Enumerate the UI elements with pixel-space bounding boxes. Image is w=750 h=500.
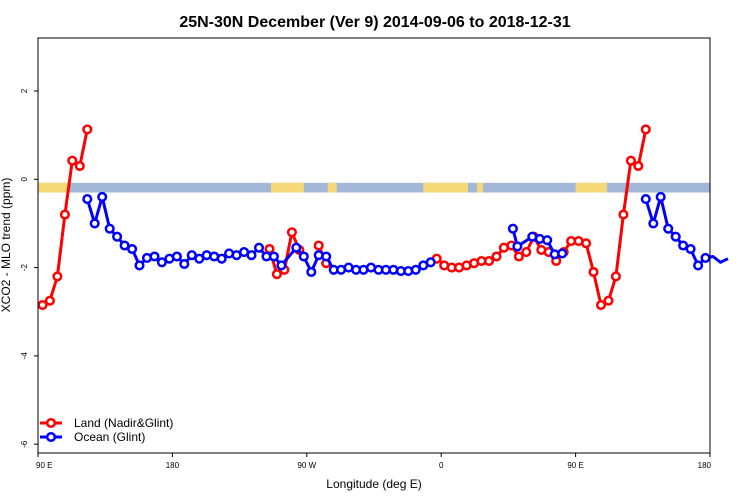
x-tick-label-3: 0 (439, 461, 444, 470)
x-tick-label-4: 90 E (567, 461, 583, 470)
data-point-1-0-27 (291, 242, 302, 253)
data-point-1-0-3 (104, 223, 115, 234)
data-point-1-0-28 (298, 251, 309, 262)
data-point-1-0-9 (149, 251, 160, 262)
legend-land-label: Land (Nadir&Glint) (74, 416, 173, 430)
legend-land-marker (45, 417, 57, 429)
data-point-0-3-25 (618, 209, 629, 220)
data-point-0-0-1 (44, 295, 55, 306)
data-point-1-0-22 (246, 250, 257, 261)
data-point-1-0-23 (253, 242, 265, 253)
series-land (37, 124, 651, 311)
data-point-0-2-0 (313, 240, 324, 251)
y-tick-label-2: -2 (20, 263, 29, 271)
data-point-0-3-26 (625, 155, 636, 166)
data-point-1-2-7 (693, 260, 704, 271)
data-point-0-3-8 (491, 251, 502, 262)
legend-ocean-marker (45, 431, 57, 443)
y-axis-title: XCO2 - MLO trend (ppm) (0, 178, 13, 313)
data-point-1-2-4 (670, 231, 681, 242)
data-point-1-0-2 (97, 191, 108, 202)
data-point-0-3-7 (483, 255, 495, 267)
data-point-0-3-22 (595, 300, 607, 311)
data-point-1-0-1 (89, 218, 100, 229)
land-band-1 (270, 182, 304, 193)
data-point-1-0-10 (156, 257, 167, 268)
data-point-1-0-25 (268, 251, 279, 262)
data-point-0-0-6 (82, 124, 93, 135)
data-point-1-0-29 (306, 266, 317, 278)
legend-entry-ocean: Ocean (Glint) (40, 430, 145, 444)
y-axis: -6 -4 -2 0 2 (20, 88, 38, 448)
data-point-0-1-3 (286, 227, 297, 238)
y-tick-label-3: 0 (20, 177, 29, 182)
data-point-1-0-26 (276, 260, 287, 271)
data-point-1-2-8 (700, 252, 711, 263)
data-point-1-0-4 (112, 231, 123, 242)
y-tick-label-4: 2 (20, 88, 29, 93)
data-point-0-0-4 (67, 155, 78, 166)
legend-ocean-label: Ocean (Glint) (74, 430, 145, 444)
data-point-0-1-1 (271, 269, 282, 280)
data-point-1-0-31 (321, 251, 332, 262)
data-point-1-0-43 (410, 264, 421, 275)
data-point-1-0-0 (82, 194, 93, 205)
data-point-0-3-12 (521, 247, 532, 258)
y-tick-label-0: -6 (20, 440, 29, 448)
data-point-0-3-21 (588, 266, 599, 278)
data-point-1-2-1 (648, 218, 659, 229)
land-band-4 (477, 182, 484, 193)
data-point-1-2-0 (640, 194, 651, 205)
data-point-1-0-14 (186, 250, 197, 261)
x-axis-title: Longitude (deg E) (326, 477, 421, 491)
data-point-1-2-6 (685, 243, 696, 255)
data-point-0-3-27 (633, 160, 644, 172)
data-point-1-0-5 (119, 240, 130, 251)
data-point-0-3-28 (640, 124, 651, 135)
legend-entry-land: Land (Nadir&Glint) (40, 416, 173, 430)
x-tick-label-5: 180 (698, 461, 712, 470)
surface-type-band (38, 182, 710, 193)
data-point-1-0-6 (127, 243, 138, 255)
data-point-1-0-18 (216, 253, 227, 264)
data-point-1-1-0 (507, 223, 518, 234)
data-point-1-1-1 (512, 241, 523, 252)
data-point-1-0-12 (171, 251, 182, 262)
data-point-0-3-23 (603, 295, 614, 306)
series-ocean (82, 191, 729, 278)
data-point-1-0-45 (425, 257, 436, 268)
legend: Land (Nadir&Glint) Ocean (Glint) (40, 416, 173, 444)
x-axis: 90 E 180 90 W 0 90 E 180 (36, 453, 712, 470)
series-line-1-2 (644, 195, 729, 267)
x-tick-label-1: 180 (166, 461, 180, 470)
data-point-1-2-2 (655, 191, 666, 202)
x-tick-label-2: 90 W (297, 461, 316, 470)
data-point-0-3-24 (610, 271, 621, 282)
data-point-0-0-0 (37, 300, 48, 311)
data-point-0-3-11 (513, 251, 524, 262)
data-point-1-1-4 (542, 235, 553, 246)
data-point-0-0-2 (52, 271, 63, 282)
data-point-0-0-5 (74, 160, 85, 172)
plot-frame (37, 37, 711, 454)
land-band-0 (38, 182, 70, 193)
series-layer (37, 124, 729, 311)
chart-title: 25N-30N December (Ver 9) 2014-09-06 to 2… (179, 14, 570, 31)
data-point-1-2-5 (678, 240, 689, 251)
y-tick-label-1: -4 (20, 352, 29, 360)
data-point-1-0-7 (134, 260, 145, 271)
land-band-5 (575, 182, 607, 193)
data-point-0-0-3 (59, 209, 70, 220)
data-point-1-0-13 (179, 258, 190, 270)
land-band-2 (327, 182, 337, 193)
ocean-band (38, 182, 710, 193)
data-point-1-1-6 (557, 248, 568, 259)
data-point-1-2-3 (663, 223, 674, 234)
data-point-0-3-20 (581, 238, 592, 249)
x-tick-label-0: 90 E (36, 461, 52, 470)
land-band-3 (423, 182, 469, 193)
